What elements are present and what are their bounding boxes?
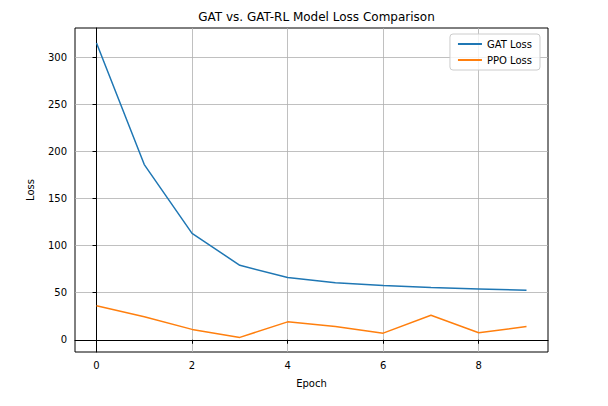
svg-text:150: 150: [48, 193, 67, 204]
svg-text:0: 0: [93, 360, 99, 371]
svg-text:2: 2: [189, 360, 195, 371]
svg-text:PPO Loss: PPO Loss: [487, 55, 532, 66]
svg-text:GAT Loss: GAT Loss: [487, 39, 532, 50]
svg-text:4: 4: [284, 360, 290, 371]
svg-text:6: 6: [380, 360, 386, 371]
svg-text:300: 300: [48, 52, 67, 63]
svg-text:GAT vs. GAT-RL Model Loss Comp: GAT vs. GAT-RL Model Loss Comparison: [198, 10, 435, 24]
svg-text:0: 0: [61, 334, 67, 345]
svg-text:100: 100: [48, 240, 67, 251]
svg-text:Epoch: Epoch: [296, 378, 327, 389]
svg-text:8: 8: [476, 360, 482, 371]
svg-text:Loss: Loss: [25, 179, 36, 201]
svg-text:200: 200: [48, 146, 67, 157]
svg-text:250: 250: [48, 99, 67, 110]
svg-text:50: 50: [54, 287, 67, 298]
